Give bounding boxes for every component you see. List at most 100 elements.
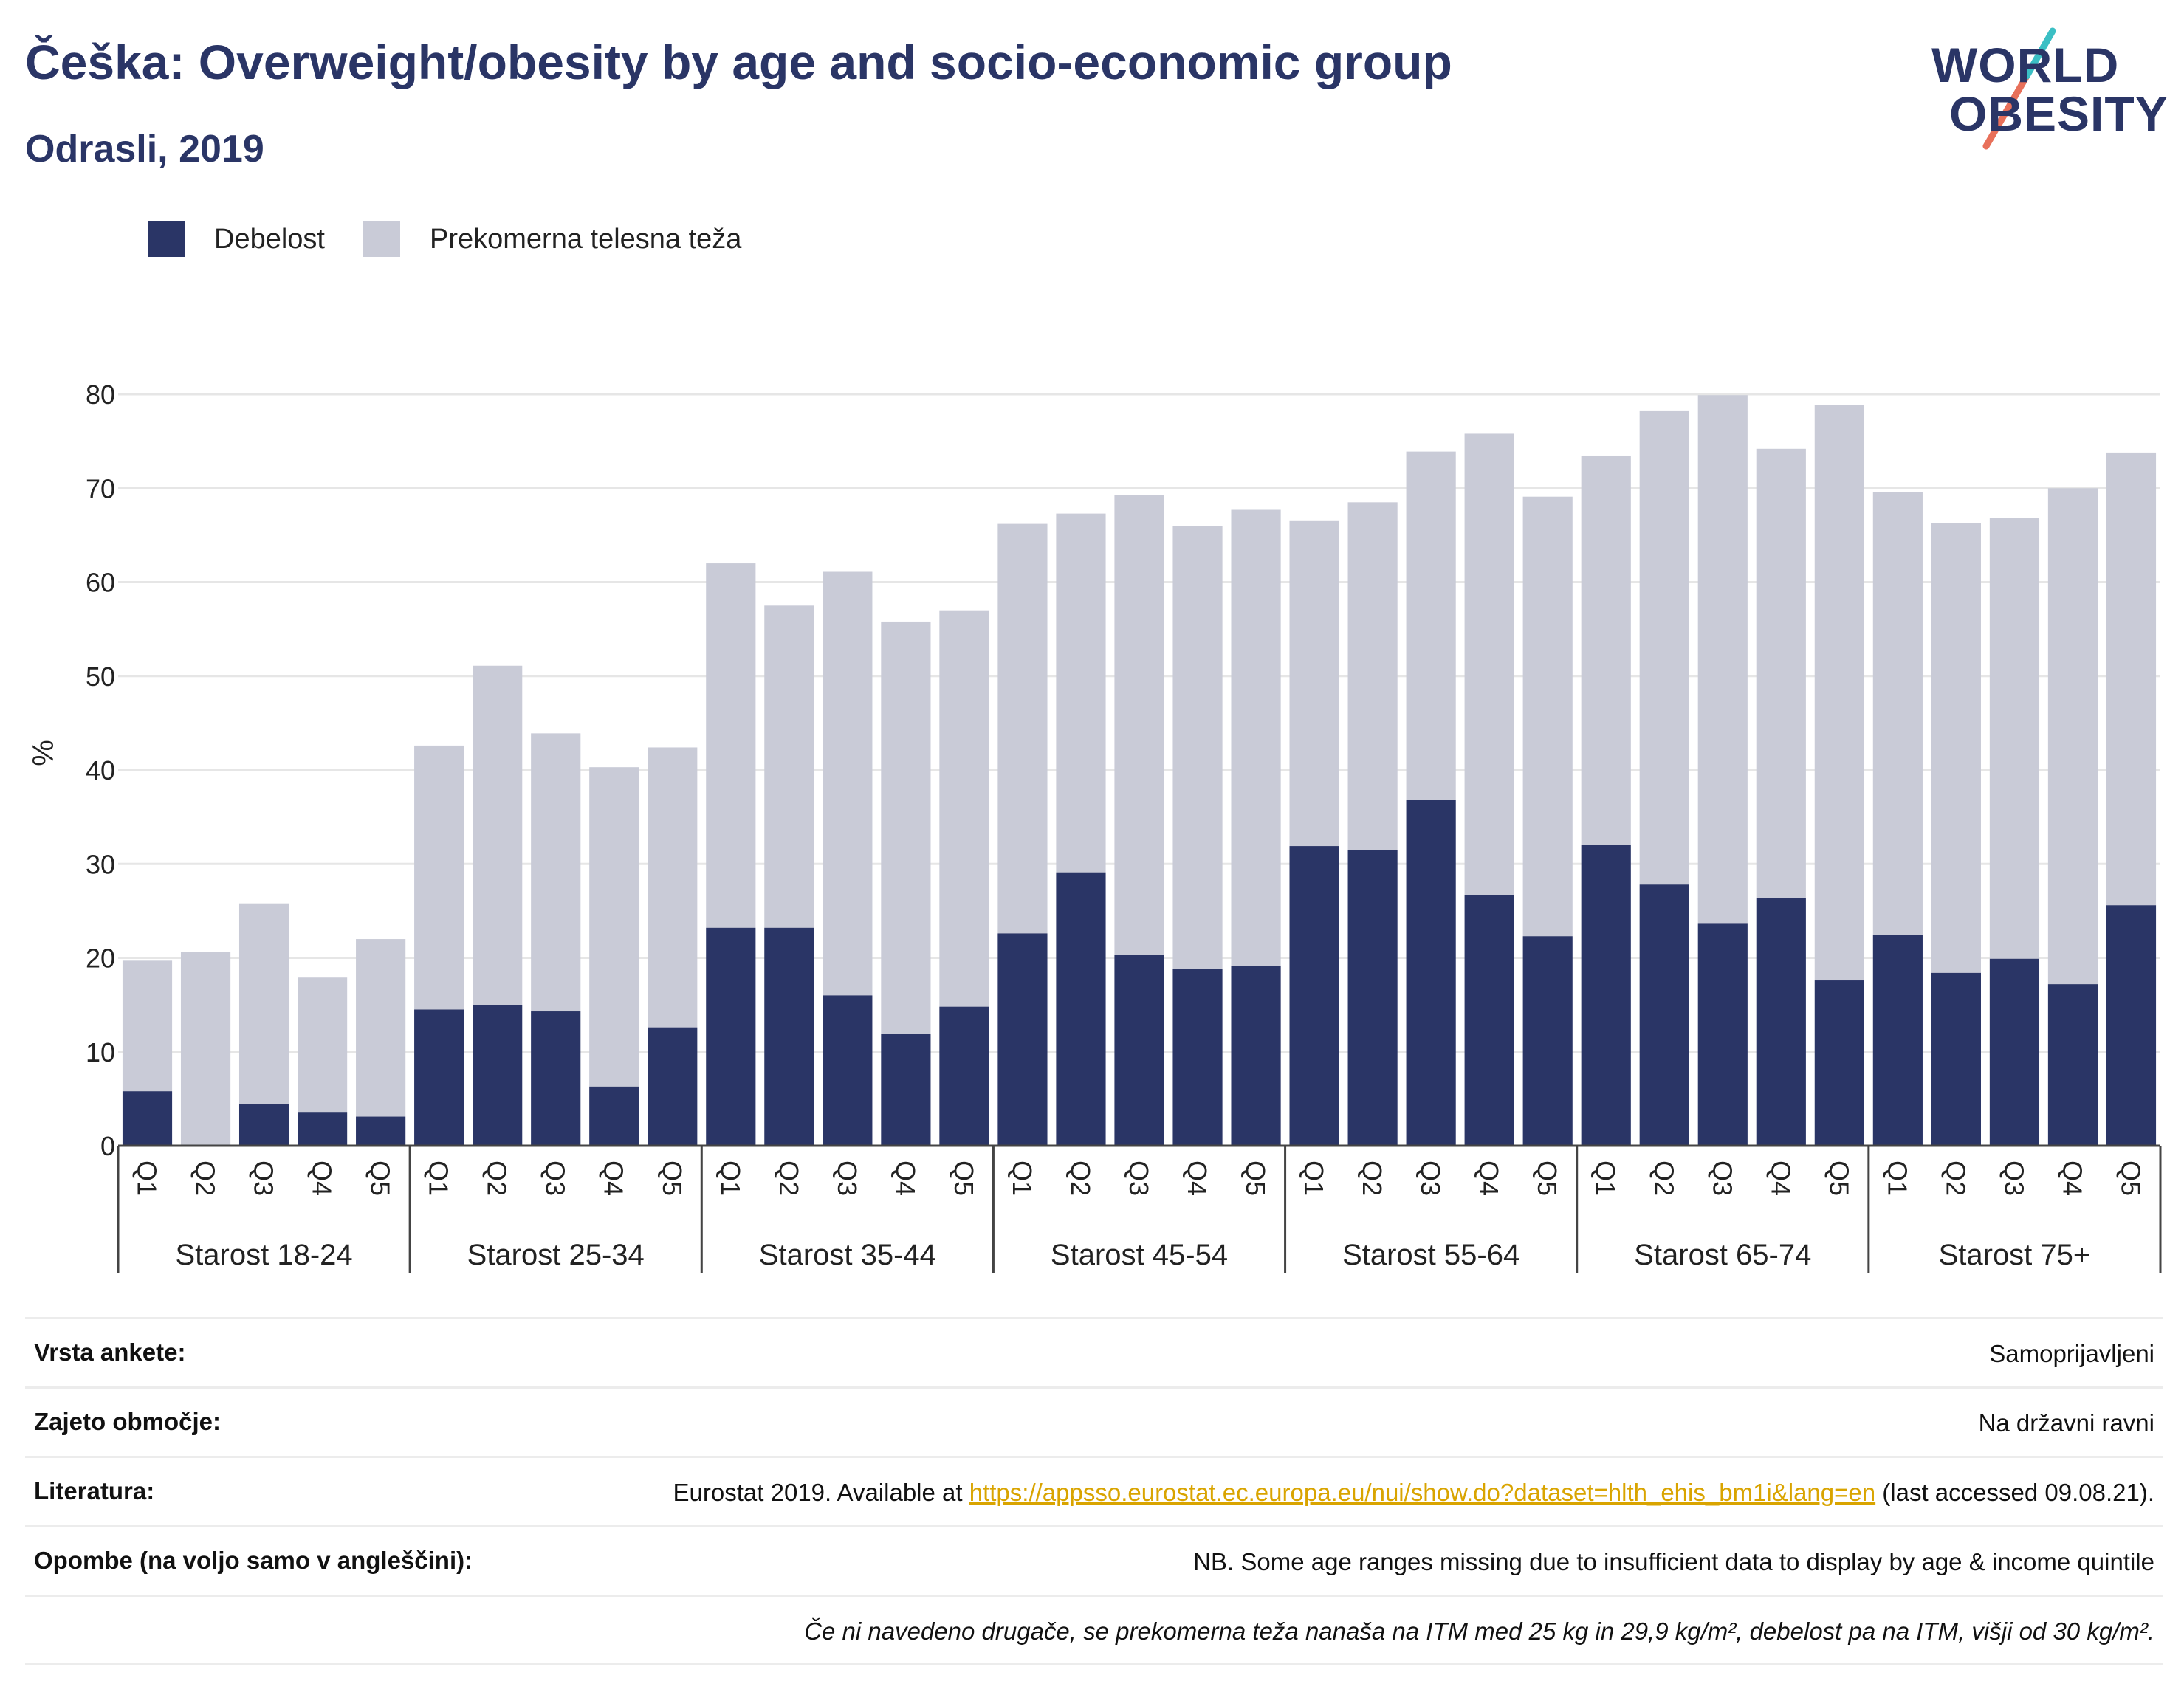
x-tick-label: Q2 <box>1065 1161 1096 1196</box>
bar-obesity <box>881 1034 931 1146</box>
bar-obesity <box>648 1027 698 1146</box>
x-tick-label: Q2 <box>482 1161 512 1196</box>
page-subtitle: Odrasli, 2019 <box>25 128 264 171</box>
bar-obesity <box>706 927 756 1146</box>
x-tick-label: Q1 <box>1882 1161 1912 1196</box>
bar-obesity <box>1756 898 1806 1146</box>
bar-obesity <box>997 933 1048 1146</box>
y-tick-label: 60 <box>86 568 115 598</box>
y-axis-label: % <box>27 740 60 766</box>
bar-overweight <box>531 733 581 1012</box>
bar-obesity <box>823 995 873 1146</box>
bar-overweight <box>180 952 231 1146</box>
group-label: Starost 45-54 <box>1051 1239 1228 1271</box>
bar-overweight <box>1522 496 1573 937</box>
bar-obesity <box>1289 846 1339 1146</box>
x-tick-label: Q3 <box>1999 1161 2029 1196</box>
bar-obesity <box>1464 895 1514 1146</box>
logo-slash-icon <box>1982 27 2056 150</box>
stacked-bar-chart: 0 10 20 30 40 50 60 70 80% Q1 Q2 Q3 Q4 Q5 Q1 Q2 Q3 Q4 Q5 Q1… <box>27 379 2162 1273</box>
x-tick-label: Q4 <box>307 1161 337 1196</box>
y-tick-label: 70 <box>86 473 115 503</box>
bar-overweight <box>298 977 348 1113</box>
bar-overweight <box>1697 395 1748 924</box>
reference-prefix: Eurostat 2019. Available at <box>673 1478 969 1506</box>
x-tick-label: Q4 <box>1474 1161 1504 1196</box>
x-tick-label: Q4 <box>890 1161 921 1196</box>
y-tick-label: 0 <box>100 1131 115 1161</box>
x-tick-label: Q2 <box>1649 1161 1679 1196</box>
group-label: Starost 65-74 <box>1634 1239 1811 1271</box>
bar-overweight <box>1756 448 1806 898</box>
group-label: Starost 25-34 <box>467 1239 645 1271</box>
bar-obesity <box>238 1104 289 1146</box>
info-key: Literatura: <box>34 1476 155 1505</box>
x-tick-label: Q1 <box>1007 1161 1037 1196</box>
legend-item-prekomerna: Prekomerna telesna teža <box>363 221 741 257</box>
world-obesity-logo: WORLD OBESITY <box>1920 21 2171 161</box>
x-tick-label: Q3 <box>1707 1161 1737 1196</box>
bar-overweight <box>473 665 523 1005</box>
logo-word-world: WORLD <box>1931 38 2120 92</box>
x-tick-label: Q1 <box>132 1161 162 1196</box>
bar-obesity <box>2047 984 2098 1146</box>
info-table: Vrsta ankete: Samoprijavljeni Zajeto obm… <box>25 1317 2163 1666</box>
bar-obesity <box>414 1009 464 1146</box>
info-value: Samoprijavljeni <box>1989 1340 2154 1367</box>
bar-obesity <box>1347 850 1398 1146</box>
bar-overweight <box>356 939 406 1117</box>
x-tick-label: Q1 <box>424 1161 454 1196</box>
bar-obesity <box>1814 980 1864 1146</box>
bar-obesity <box>1522 936 1573 1146</box>
x-tick-label: Q5 <box>365 1161 396 1196</box>
x-tick-label: Q3 <box>540 1161 571 1196</box>
y-tick-label: 10 <box>86 1037 115 1067</box>
bar-obesity <box>473 1005 523 1146</box>
bar-obesity <box>1872 935 1923 1146</box>
bar-overweight <box>648 747 698 1028</box>
info-key: Vrsta ankete: <box>34 1338 186 1366</box>
bar-obesity <box>356 1116 406 1146</box>
legend-label-prekomerna: Prekomerna telesna teža <box>429 223 742 255</box>
bar-obesity <box>122 1091 173 1146</box>
bar-overweight <box>1347 502 1398 850</box>
info-key: Opombe (na voljo samo v angleščini): <box>34 1546 473 1574</box>
bar-obesity <box>1406 800 1456 1146</box>
x-tick-label: Q2 <box>1357 1161 1387 1196</box>
x-tick-label: Q1 <box>1590 1161 1621 1196</box>
y-tick-label: 80 <box>86 379 115 410</box>
bar-obesity <box>1172 969 1223 1146</box>
x-tick-label: Q5 <box>1532 1161 1562 1196</box>
info-row-coverage: Zajeto območje: Na državni ravni <box>25 1386 2163 1456</box>
bar-obesity <box>1639 884 1689 1146</box>
x-tick-label: Q1 <box>715 1161 746 1196</box>
legend-item-debelost: Debelost <box>148 221 325 257</box>
bar-overweight <box>1872 492 1923 935</box>
reference-link[interactable]: https://appsso.eurostat.ec.europa.eu/nui… <box>969 1478 1876 1506</box>
bar-obesity <box>1931 972 1981 1146</box>
bar-overweight <box>881 621 931 1034</box>
bar-obesity <box>764 927 814 1146</box>
footnote: Če ni navedeno drugače, se prekomerna te… <box>804 1617 2154 1645</box>
x-tick-label: Q5 <box>1824 1161 1854 1196</box>
bar-overweight <box>1231 509 1281 966</box>
x-tick-label: Q5 <box>1240 1161 1271 1196</box>
bar-overweight <box>414 745 464 1010</box>
bar-overweight <box>939 610 989 1007</box>
bar-obesity <box>939 1006 989 1146</box>
bar-overweight <box>1172 526 1223 969</box>
info-value: NB. Some age ranges missing due to insuf… <box>1193 1547 2154 1575</box>
bar-obesity <box>2106 905 2157 1146</box>
bar-overweight <box>1814 404 1864 981</box>
bar-overweight <box>2047 488 2098 985</box>
reference-suffix: (last accessed 09.08.21). <box>1875 1478 2154 1506</box>
info-value: Eurostat 2019. Available at https://apps… <box>673 1477 2154 1509</box>
bar-overweight <box>997 523 1048 934</box>
x-tick-label: Q4 <box>1182 1161 1212 1196</box>
group-label: Starost 75+ <box>1939 1239 2091 1271</box>
bar-overweight <box>1639 410 1689 885</box>
bar-obesity <box>1056 872 1106 1146</box>
legend-label-debelost: Debelost <box>214 223 325 255</box>
bar-overweight <box>1931 523 1981 973</box>
y-tick-label: 40 <box>86 755 115 785</box>
